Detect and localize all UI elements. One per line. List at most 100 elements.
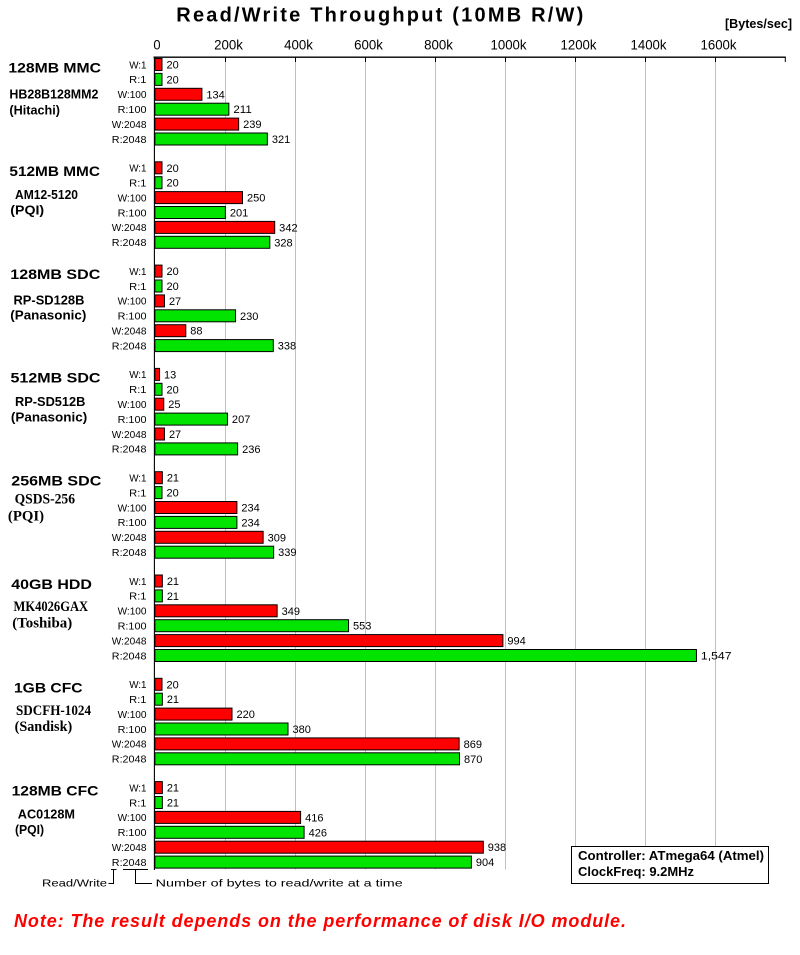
svg-text:HB28B128MM2: HB28B128MM2 [9, 88, 98, 102]
svg-text:20: 20 [167, 384, 179, 396]
svg-text:0: 0 [153, 38, 160, 53]
svg-text:512MB MMC: 512MB MMC [9, 163, 100, 179]
svg-text:Number of bytes to read/write: Number of bytes to read/write at a time [156, 878, 403, 890]
svg-text:Note: The result depends on th: Note: The result depends on the performa… [14, 911, 626, 931]
svg-text:207: 207 [232, 414, 250, 426]
svg-text:R:1: R:1 [129, 694, 146, 706]
svg-text:W:1: W:1 [129, 576, 146, 588]
svg-text:800k: 800k [424, 38, 453, 53]
svg-text:234: 234 [241, 503, 259, 515]
svg-text:(Panasonic): (Panasonic) [11, 411, 87, 425]
svg-text:1200k: 1200k [561, 38, 597, 53]
svg-text:R:100: R:100 [118, 827, 147, 839]
svg-text:W:2048: W:2048 [112, 842, 147, 854]
svg-text:1000k: 1000k [491, 38, 527, 53]
svg-text:W:100: W:100 [118, 296, 147, 308]
svg-text:R:1: R:1 [129, 487, 146, 499]
svg-text:426: 426 [309, 827, 327, 839]
svg-text:328: 328 [274, 237, 292, 249]
svg-text:1400k: 1400k [631, 38, 667, 53]
svg-text:W:1: W:1 [129, 472, 146, 484]
svg-text:(Panasonic): (Panasonic) [10, 309, 86, 323]
svg-text:R:100: R:100 [118, 517, 147, 529]
svg-text:201: 201 [230, 208, 248, 220]
svg-text:W:2048: W:2048 [112, 429, 147, 441]
svg-text:Read/Write Throughput (10MB R/: Read/Write Throughput (10MB R/W) [176, 5, 583, 27]
svg-text:W:100: W:100 [118, 606, 147, 618]
svg-text:R:100: R:100 [118, 104, 147, 116]
svg-text:W:1: W:1 [129, 266, 146, 278]
svg-text:21: 21 [167, 798, 179, 810]
svg-text:20: 20 [167, 178, 179, 190]
svg-text:R:2048: R:2048 [112, 340, 147, 352]
svg-text:R:1: R:1 [129, 74, 146, 86]
svg-text:AC0128M: AC0128M [18, 808, 75, 822]
svg-text:553: 553 [353, 621, 371, 633]
svg-text:W:2048: W:2048 [112, 739, 147, 751]
svg-text:(Sandisk): (Sandisk) [15, 719, 73, 735]
svg-text:1,547: 1,547 [701, 651, 732, 663]
svg-text:(PQI): (PQI) [15, 823, 44, 837]
svg-text:416: 416 [305, 812, 323, 824]
svg-text:21: 21 [167, 576, 179, 588]
svg-text:27: 27 [169, 429, 181, 441]
svg-text:W:2048: W:2048 [112, 119, 147, 131]
svg-text:W:2048: W:2048 [112, 222, 147, 234]
svg-text:309: 309 [268, 532, 286, 544]
svg-text:938: 938 [488, 842, 506, 854]
svg-text:W:100: W:100 [118, 399, 147, 411]
svg-text:W:2048: W:2048 [112, 325, 147, 337]
svg-text:W:1: W:1 [129, 59, 146, 71]
svg-text:R:2048: R:2048 [112, 237, 147, 249]
svg-text:230: 230 [240, 311, 258, 323]
svg-text:RP-SD128B: RP-SD128B [14, 294, 85, 308]
svg-text:SDCFH-1024: SDCFH-1024 [16, 703, 91, 719]
svg-text:R:1: R:1 [129, 591, 146, 603]
svg-text:512MB SDC: 512MB SDC [11, 369, 101, 385]
svg-text:211: 211 [233, 104, 251, 116]
svg-text:W:1: W:1 [129, 679, 146, 691]
svg-text:MK4026GAX: MK4026GAX [14, 599, 89, 615]
svg-text:(PQI): (PQI) [10, 204, 44, 218]
svg-text:W:1: W:1 [129, 163, 146, 175]
svg-text:Controller: ATmega64 (Atmel): Controller: ATmega64 (Atmel) [578, 848, 764, 863]
svg-text:20: 20 [167, 163, 179, 175]
svg-text:W:100: W:100 [118, 89, 147, 101]
svg-text:27: 27 [169, 296, 181, 308]
svg-text:380: 380 [293, 724, 311, 736]
svg-text:21: 21 [167, 591, 179, 603]
svg-text:R:2048: R:2048 [112, 547, 147, 559]
svg-text:256MB SDC: 256MB SDC [11, 473, 101, 489]
svg-text:339: 339 [278, 547, 296, 559]
svg-text:W:100: W:100 [118, 192, 147, 204]
svg-text:R:100: R:100 [118, 414, 147, 426]
svg-text:W:100: W:100 [118, 812, 147, 824]
svg-text:R:1: R:1 [129, 384, 146, 396]
svg-text:R:100: R:100 [118, 207, 147, 219]
svg-text:QSDS-256: QSDS-256 [15, 492, 76, 508]
svg-text:R:100: R:100 [118, 620, 147, 632]
svg-text:W:2048: W:2048 [112, 532, 147, 544]
svg-text:R:100: R:100 [118, 311, 147, 323]
svg-text:R:2048: R:2048 [112, 754, 147, 766]
svg-text:R:1: R:1 [129, 177, 146, 189]
svg-text:W:100: W:100 [118, 502, 147, 514]
svg-text:88: 88 [190, 326, 202, 338]
svg-text:128MB CFC: 128MB CFC [12, 783, 99, 799]
svg-text:236: 236 [242, 444, 260, 456]
svg-text:234: 234 [241, 517, 259, 529]
svg-text:600k: 600k [354, 38, 383, 53]
svg-text:R:100: R:100 [118, 724, 147, 736]
svg-text:20: 20 [167, 679, 179, 691]
svg-text:994: 994 [507, 636, 525, 648]
svg-text:400k: 400k [284, 38, 313, 53]
svg-text:200k: 200k [214, 38, 243, 53]
svg-text:(Toshiba): (Toshiba) [12, 616, 72, 632]
svg-text:338: 338 [278, 341, 296, 353]
svg-text:904: 904 [476, 857, 494, 869]
svg-text:(Hitachi): (Hitachi) [9, 104, 60, 118]
svg-text:[Bytes/sec]: [Bytes/sec] [725, 17, 792, 31]
svg-text:20: 20 [167, 488, 179, 500]
svg-text:R:2048: R:2048 [112, 444, 147, 456]
svg-text:R:1: R:1 [129, 797, 146, 809]
